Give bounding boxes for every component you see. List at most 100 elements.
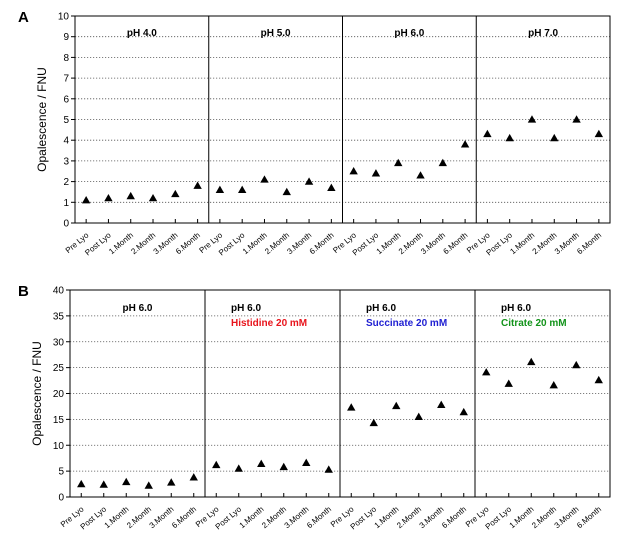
data-point — [594, 375, 603, 384]
data-point — [438, 158, 448, 167]
subplot-title: pH 6.0 — [501, 303, 531, 314]
subplot-title: pH 6.0 — [231, 303, 261, 314]
data-point — [279, 462, 288, 471]
data-point — [416, 171, 425, 179]
y-tick-label: 7 — [63, 74, 69, 85]
data-point — [282, 187, 291, 196]
subplot-subtitle: Histidine 20 mM — [231, 318, 307, 329]
data-point — [572, 115, 581, 123]
x-tick-label: 6.Month — [440, 505, 468, 530]
data-point — [148, 193, 158, 202]
data-point — [167, 478, 176, 486]
y-tick-label: 10 — [53, 441, 65, 452]
data-point — [483, 129, 492, 138]
y-tick-label: 9 — [63, 32, 69, 43]
data-point — [414, 412, 423, 420]
x-tick-label: 2.Month — [395, 505, 423, 530]
x-tick-label: 6.Month — [305, 505, 333, 530]
subplot-title: pH 4.0 — [127, 28, 157, 39]
subplot-title: pH 6.0 — [366, 303, 396, 314]
data-point — [505, 133, 514, 142]
x-tick-label: Post Lyo — [351, 230, 381, 257]
data-point — [324, 465, 333, 473]
x-tick-label: 3.Month — [553, 505, 581, 530]
data-point — [215, 185, 225, 194]
y-axis-label: Opalescence / FNU — [30, 341, 44, 446]
data-point — [189, 473, 198, 481]
data-point — [81, 196, 91, 204]
x-tick-label: Post Lyo — [484, 504, 514, 531]
data-point — [257, 459, 266, 468]
subplot-title: pH 5.0 — [261, 28, 291, 39]
subplot-title: pH 6.0 — [122, 303, 152, 314]
x-tick-label: 3.Month — [283, 505, 311, 530]
panel-label-a: A — [18, 9, 29, 26]
data-point — [527, 357, 536, 366]
x-tick-label: 6.Month — [170, 505, 198, 530]
y-tick-label: 0 — [58, 493, 64, 504]
data-point — [459, 407, 468, 416]
y-tick-label: 35 — [53, 311, 65, 322]
y-tick-label: 15 — [53, 415, 65, 426]
data-point — [193, 181, 202, 189]
x-tick-label: 6.Month — [575, 231, 603, 256]
data-point — [260, 175, 269, 183]
data-point — [304, 177, 314, 185]
subplot-title: pH 6.0 — [394, 28, 424, 39]
data-point — [126, 191, 135, 200]
x-tick-label: 1.Month — [103, 505, 131, 530]
x-tick-label: 1.Month — [238, 505, 266, 530]
data-point — [369, 418, 378, 427]
x-tick-label: Post Lyo — [349, 504, 379, 531]
data-point — [144, 481, 153, 489]
data-point — [347, 403, 356, 411]
y-tick-label: 6 — [63, 94, 69, 105]
data-point — [482, 368, 491, 376]
y-tick-label: 8 — [63, 53, 69, 64]
x-tick-label: Post Lyo — [214, 504, 244, 531]
data-point — [550, 133, 559, 142]
data-point — [394, 158, 403, 167]
x-tick-label: Post Lyo — [83, 230, 113, 257]
y-tick-label: 1 — [63, 198, 69, 209]
y-tick-label: 20 — [53, 389, 65, 400]
x-tick-label: 3.Month — [148, 505, 176, 530]
data-point — [77, 479, 86, 488]
subplot-subtitle: Citrate 20 mM — [501, 318, 567, 329]
x-tick-label: Post Lyo — [485, 230, 515, 257]
y-tick-label: 30 — [53, 337, 65, 348]
y-tick-label: 2 — [63, 177, 69, 188]
x-tick-label: 2.Month — [125, 505, 153, 530]
data-point — [594, 129, 604, 138]
panel-label-b: B — [18, 283, 29, 300]
y-tick-label: 4 — [63, 136, 69, 147]
data-point — [549, 381, 558, 389]
data-point — [392, 401, 401, 410]
data-point — [237, 185, 247, 194]
x-tick-label: 6.Month — [308, 231, 336, 256]
data-point — [122, 477, 131, 486]
y-tick-label: 5 — [58, 467, 64, 478]
data-point — [349, 167, 358, 175]
data-point — [504, 379, 513, 387]
data-point — [171, 189, 180, 198]
x-tick-label: 1.Month — [508, 505, 536, 530]
y-tick-label: 10 — [58, 12, 70, 23]
x-tick-label: Post Lyo — [79, 504, 109, 531]
y-tick-label: 5 — [63, 115, 69, 126]
x-tick-label: 6.Month — [441, 231, 469, 256]
x-tick-label: 1.Month — [373, 505, 401, 530]
data-point — [371, 169, 381, 177]
data-point — [212, 460, 221, 469]
data-point — [104, 193, 113, 202]
y-tick-label: 40 — [53, 286, 65, 297]
data-point — [302, 458, 311, 466]
y-tick-label: 25 — [53, 363, 65, 374]
data-point — [327, 183, 336, 191]
x-tick-label: 6.Month — [575, 505, 603, 530]
x-tick-label: Post Lyo — [217, 230, 247, 257]
data-point — [572, 360, 581, 369]
data-point — [527, 115, 537, 123]
data-point — [234, 464, 243, 472]
